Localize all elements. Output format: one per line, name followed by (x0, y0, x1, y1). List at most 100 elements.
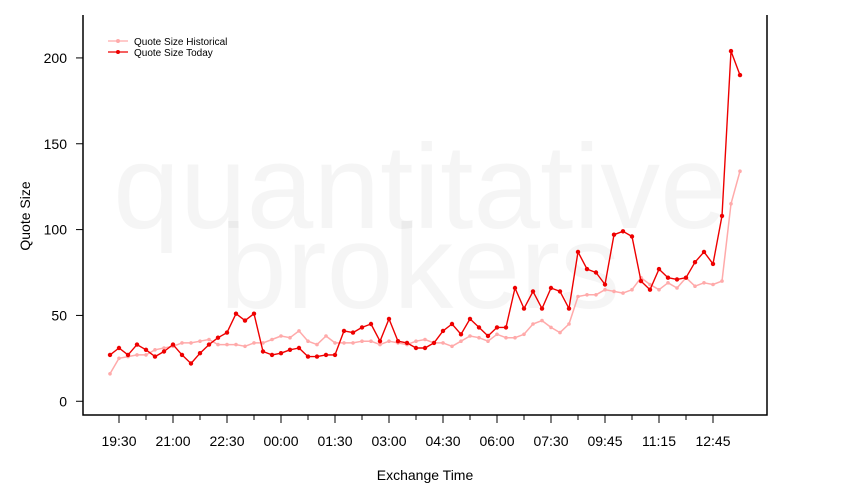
data-point (638, 278, 644, 284)
data-point (558, 330, 562, 335)
y-tick-label: 200 (44, 50, 68, 66)
data-point (206, 342, 212, 347)
data-point (378, 342, 382, 347)
data-point (647, 287, 653, 292)
data-point (422, 345, 428, 351)
data-point (189, 341, 193, 345)
data-point (485, 333, 491, 339)
x-tick-label: 11:15 (642, 433, 676, 449)
data-point (450, 344, 454, 349)
y-tick-label: 50 (51, 307, 67, 323)
data-point (611, 232, 617, 237)
data-point (108, 372, 112, 376)
data-point (306, 339, 310, 344)
data-point (297, 329, 301, 333)
x-axis-title: Exchange Time (377, 467, 474, 483)
data-point (359, 325, 365, 330)
data-point (242, 318, 248, 323)
data-point (314, 354, 320, 359)
plot-frame (82, 15, 768, 416)
x-tick-label: 04:30 (425, 433, 460, 449)
data-point (261, 341, 265, 345)
data-point (728, 48, 734, 54)
data-point (585, 293, 589, 297)
data-point (377, 339, 383, 344)
data-point (332, 352, 338, 358)
watermark: quantitative brokers (113, 120, 727, 334)
data-point (620, 229, 626, 234)
data-point (504, 335, 508, 340)
data-point (738, 169, 742, 173)
data-point (674, 277, 680, 282)
data-point (342, 341, 346, 345)
data-point (602, 282, 608, 287)
data-point (621, 291, 625, 295)
data-point (234, 342, 238, 347)
y-tick-label: 150 (44, 136, 68, 152)
data-point (494, 325, 500, 330)
data-point (719, 213, 725, 219)
data-point (296, 345, 302, 351)
data-point (305, 354, 311, 359)
x-tick-label: 19:30 (101, 433, 136, 449)
data-point (153, 348, 157, 352)
data-point (288, 335, 292, 340)
data-point (197, 351, 203, 356)
data-point (531, 322, 535, 326)
data-point (513, 335, 517, 340)
data-point (584, 266, 590, 272)
data-point (179, 352, 185, 358)
data-point (323, 352, 329, 358)
legend: Quote Size Historical Quote Size Today (108, 37, 227, 59)
data-point (665, 275, 671, 280)
data-point (449, 321, 455, 327)
data-point (720, 279, 724, 283)
data-point (675, 286, 679, 290)
data-point (162, 346, 166, 350)
data-point (575, 249, 581, 255)
x-tick-label: 06:00 (479, 433, 514, 449)
data-point (692, 260, 698, 265)
data-point (503, 325, 509, 330)
data-point (683, 275, 689, 280)
data-point (702, 281, 706, 285)
legend-label-today: Quote Size Today (134, 48, 213, 59)
data-point (333, 341, 337, 345)
data-point (143, 347, 149, 352)
series-layer (107, 48, 743, 376)
data-point (441, 341, 445, 345)
data-point (125, 352, 131, 358)
data-point (413, 345, 419, 351)
data-point (161, 349, 167, 354)
data-point (729, 202, 733, 206)
data-point (648, 282, 652, 287)
data-point (737, 72, 743, 78)
data-point (251, 311, 257, 316)
data-point (476, 325, 482, 330)
data-point (170, 342, 176, 347)
x-tick-label: 22:30 (209, 433, 244, 449)
data-point (693, 284, 697, 289)
legend-marker-today (116, 50, 120, 54)
data-point (711, 282, 715, 287)
x-tick-label: 01:30 (317, 433, 352, 449)
data-point (152, 354, 158, 359)
data-point (395, 339, 401, 344)
data-point (710, 261, 716, 267)
data-point (566, 306, 572, 311)
data-point (287, 347, 293, 352)
legend-marker-historical (116, 39, 120, 43)
data-point (404, 340, 410, 346)
y-axis-ticks: 0 50 100 150 200 (44, 50, 83, 409)
x-tick-label: 09:45 (587, 433, 622, 449)
y-tick-label: 100 (44, 222, 68, 238)
data-point (216, 342, 220, 347)
x-tick-label: 03:00 (371, 433, 406, 449)
data-point (134, 342, 140, 347)
data-point (180, 341, 184, 345)
x-tick-label: 21:00 (155, 433, 190, 449)
legend-label-historical: Quote Size Historical (134, 37, 227, 48)
x-tick-label: 12:45 (695, 433, 730, 449)
data-point (188, 361, 194, 366)
